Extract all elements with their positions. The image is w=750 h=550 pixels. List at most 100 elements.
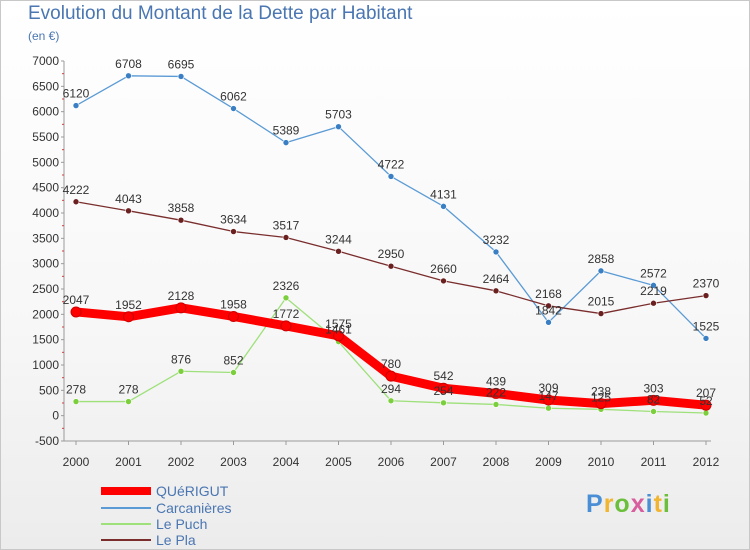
data-point-le-pla [230,228,237,235]
legend-label-carcanieres: Carcanières [156,500,232,516]
data-point-le-puch [387,397,395,405]
x-tick-label: 2004 [273,455,300,469]
data-label-le-pla: 2168 [535,287,562,301]
x-tick-label: 2000 [63,455,90,469]
data-point-qu-rigut [490,387,502,399]
data-label-le-puch: 876 [171,352,191,366]
data-label-carcani-res: 2858 [588,252,615,266]
data-point-le-pla [282,234,290,241]
data-label-le-puch: 254 [433,384,453,398]
data-point-le-puch [702,409,710,417]
data-label-le-pla: 2660 [430,262,457,276]
data-point-qu-rigut [438,382,449,394]
data-point-le-pla [597,310,605,317]
x-tick-label: 2009 [535,455,562,469]
data-label-carcani-res: 4131 [430,187,457,201]
data-point-carcani-res [492,248,500,256]
x-tick-label: 2012 [693,455,720,469]
data-point-carcani-res [545,319,552,326]
data-point-qu-rigut [123,311,134,323]
logo-letter: t [653,490,663,518]
data-point-le-puch [492,401,500,408]
data-label-qu-rigut: 207 [696,386,716,400]
x-tick-label: 2001 [115,455,142,469]
logo-letter: P [586,490,604,518]
logo-letter: o [614,490,631,518]
data-point-le-pla [335,248,342,255]
data-label-qu-rigut: 309 [538,381,558,395]
logo-letter: r [603,490,615,518]
y-tick-label: 500 [39,383,59,397]
y-tick-label: 5000 [32,155,59,169]
data-point-le-puch [545,404,552,412]
x-tick-label: 2002 [168,455,195,469]
data-point-carcani-res [597,267,605,275]
legend-label-le-puch: Le Puch [156,516,208,532]
data-point-carcani-res [702,335,710,342]
data-point-le-pla [650,299,657,307]
legend-swatch-le-puch [101,523,151,525]
legend-label-querigut: QUéRIGUT [156,483,229,499]
legend-swatch-querigut [101,487,151,495]
x-tick-label: 2007 [430,455,457,469]
data-point-qu-rigut [385,370,397,382]
data-label-le-pla: 3244 [325,232,352,246]
data-point-le-pla [72,198,80,206]
data-point-le-pla [545,302,552,310]
data-label-le-pla: 4043 [115,192,142,206]
data-point-le-puch [230,369,237,376]
data-label-le-puch: 52 [699,394,713,408]
data-point-le-pla [177,216,185,224]
y-tick-label: 3000 [32,257,59,271]
y-tick-label: 4000 [32,206,59,220]
data-label-le-puch: 1461 [325,323,352,337]
data-point-carcani-res [72,102,80,109]
data-point-le-puch [125,398,132,405]
x-tick-label: 2003 [220,455,247,469]
logo-letter: i [662,490,671,518]
data-label-le-pla: 3634 [220,213,247,227]
data-point-le-pla [387,262,395,270]
data-point-qu-rigut [700,399,712,411]
logo-letter: x [630,490,646,518]
y-tick-label: 6000 [32,105,59,119]
data-point-carcani-res [125,72,132,80]
data-point-qu-rigut [648,394,659,406]
y-tick-label: 1000 [32,358,59,372]
data-point-le-puch [177,367,185,375]
data-point-qu-rigut [70,306,82,318]
data-label-qu-rigut: 542 [433,369,453,383]
data-label-le-puch: 2326 [273,279,300,293]
data-label-carcani-res: 6120 [63,87,90,101]
data-label-le-puch: 82 [647,393,661,407]
y-tick-label: 2000 [32,307,59,321]
data-label-qu-rigut: 1958 [220,297,247,311]
data-label-le-pla: 4222 [63,183,90,197]
data-point-qu-rigut [280,320,292,332]
data-label-carcani-res: 5389 [273,124,300,138]
data-point-carcani-res [387,173,395,180]
y-tick-label: 1500 [32,333,59,347]
data-label-le-puch: 222 [486,385,506,399]
data-label-qu-rigut: 303 [643,381,663,395]
legend-swatch-le-pla [101,539,151,541]
y-tick-label: 3500 [32,231,59,245]
data-label-carcani-res: 6062 [220,90,247,104]
data-label-qu-rigut: 2047 [63,293,90,307]
data-label-le-pla: 2464 [483,272,510,286]
data-label-qu-rigut: 2128 [168,289,195,303]
data-point-le-pla [440,277,447,285]
data-label-carcani-res: 5703 [325,108,352,122]
data-label-qu-rigut: 1952 [115,298,142,312]
data-point-carcani-res [177,73,185,80]
data-point-le-puch [282,294,290,302]
y-tick-label: 2500 [32,282,59,296]
chart-subtitle: (en €) [28,29,60,43]
data-label-qu-rigut: 1772 [273,307,300,321]
data-point-le-puch [72,398,80,405]
x-tick-label: 2010 [588,455,615,469]
data-label-le-pla: 2015 [588,295,615,309]
data-label-le-puch: 125 [591,390,611,404]
